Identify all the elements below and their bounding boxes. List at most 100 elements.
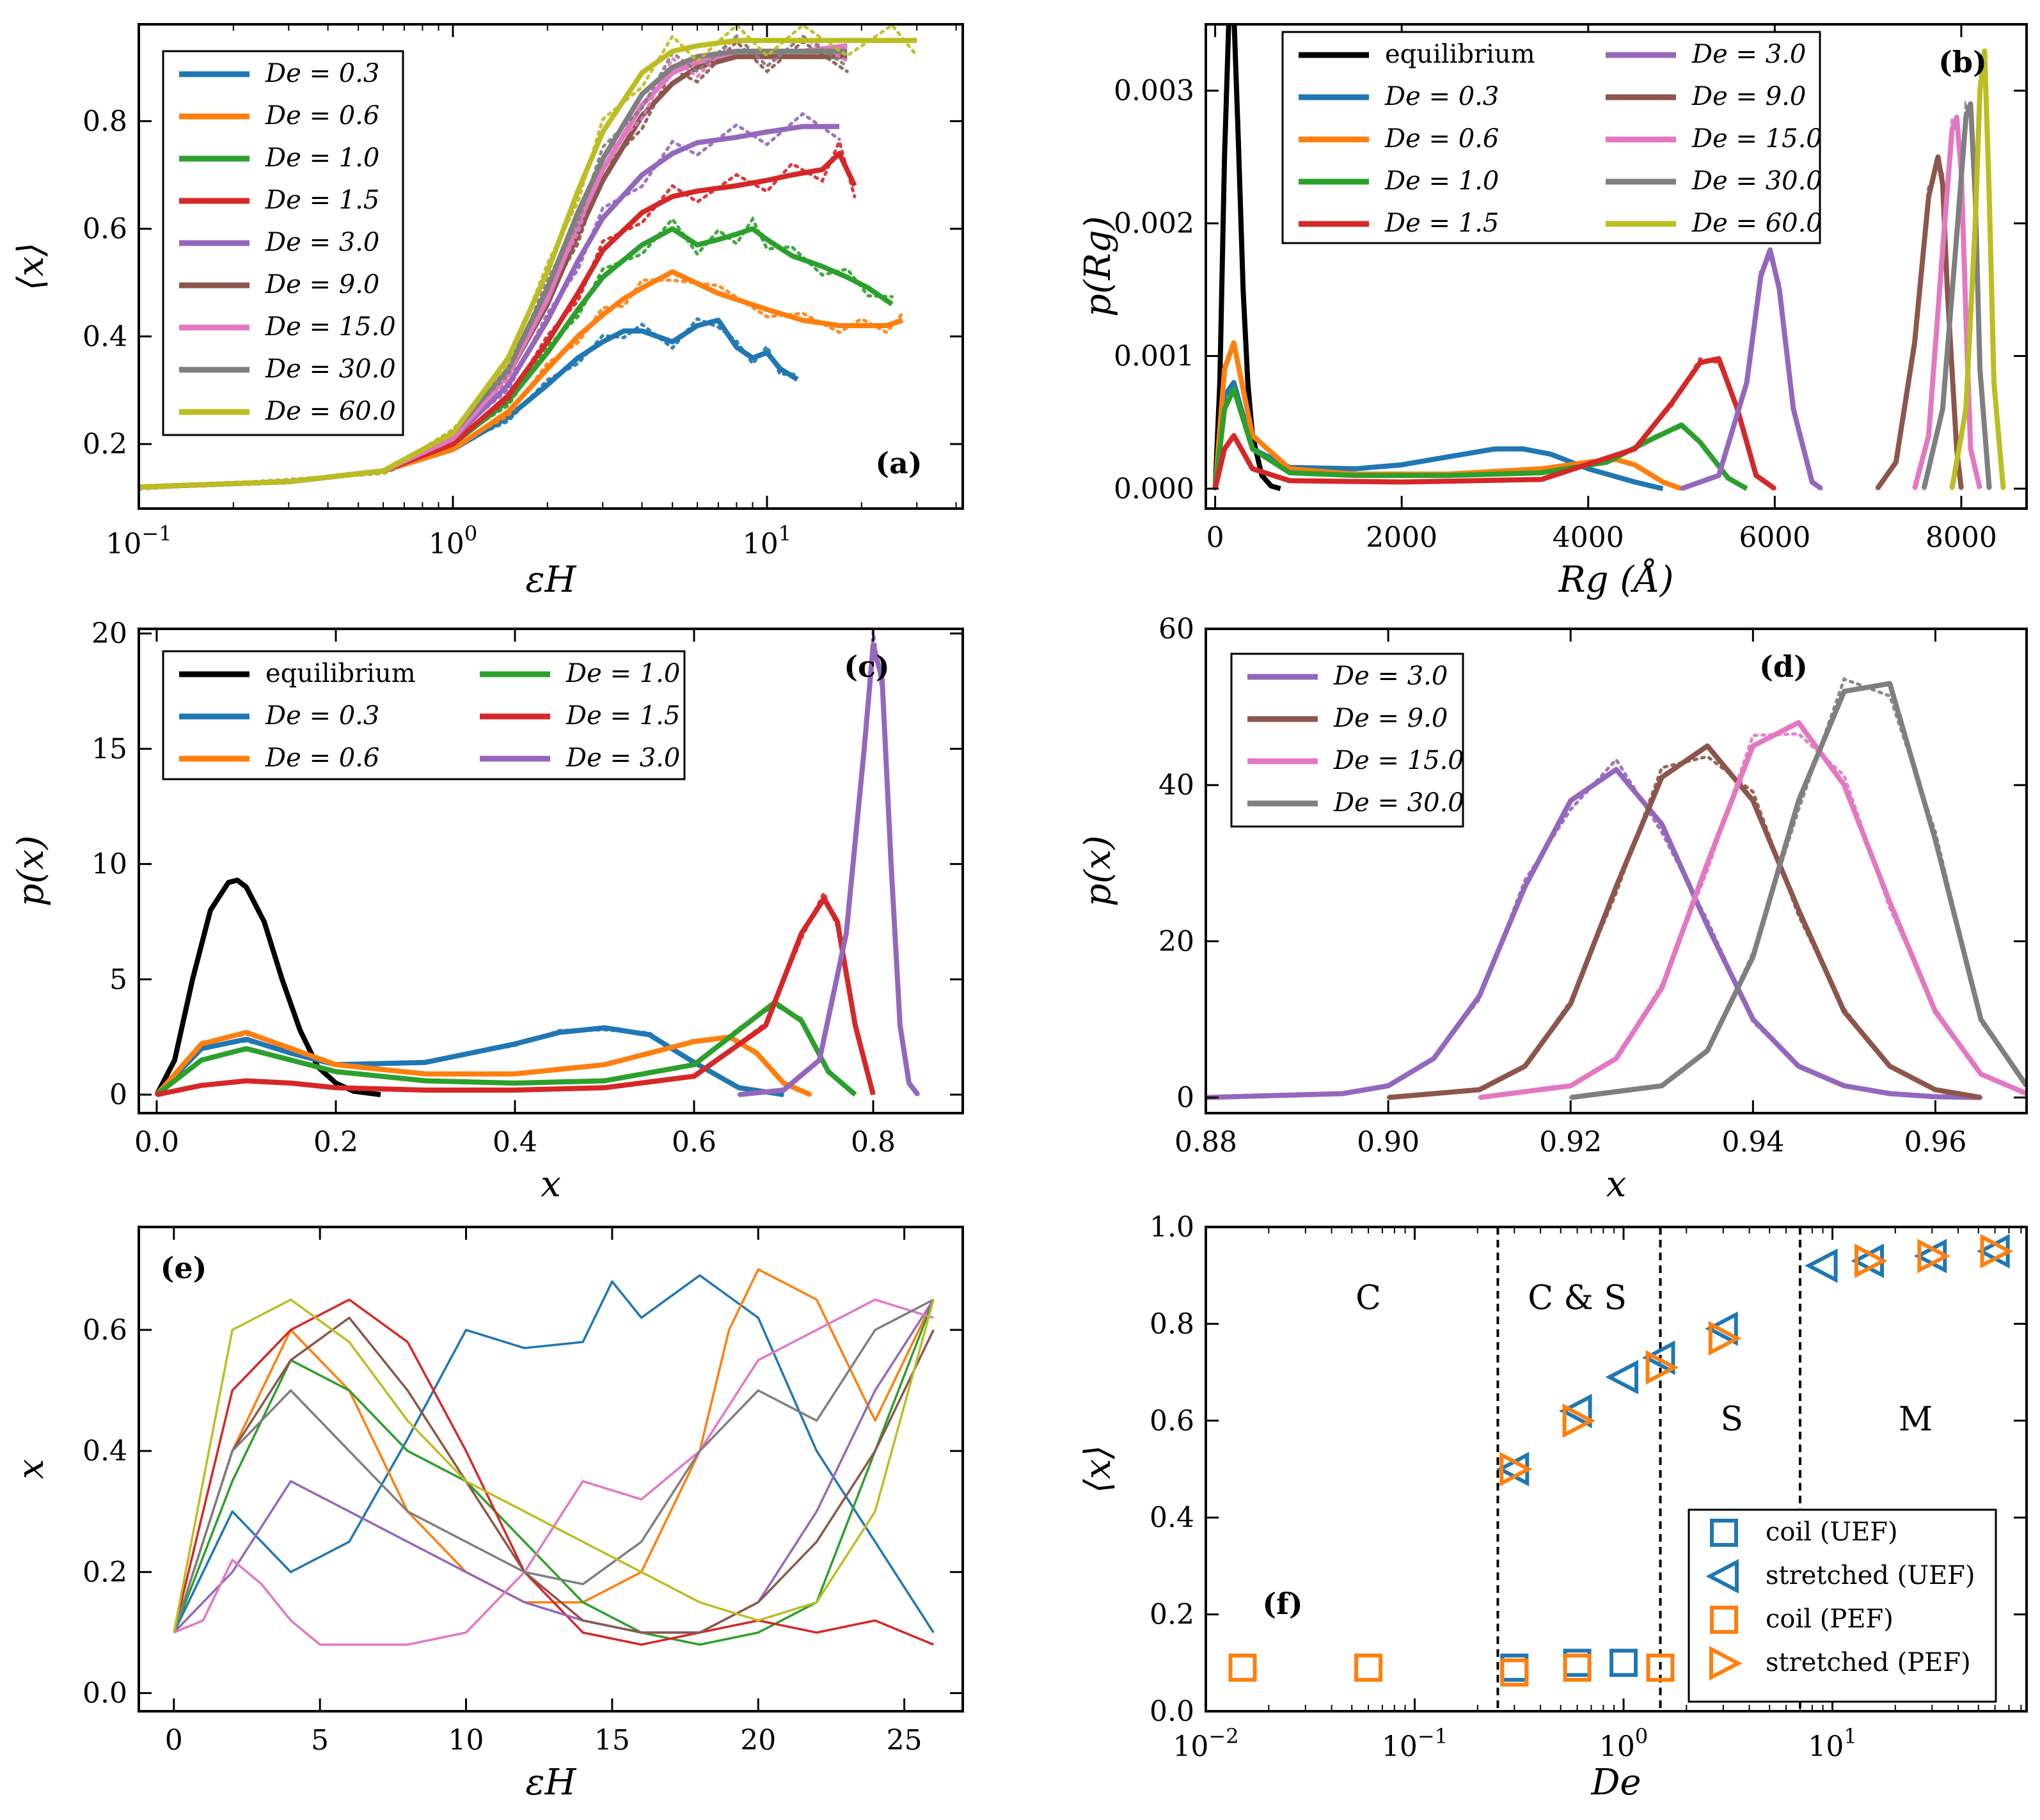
legend-marker (1710, 1606, 1738, 1634)
y-tick-label: 0.0 (83, 1677, 127, 1710)
marker-stretched-uef (1559, 1393, 1592, 1428)
panel-label: (c) (844, 649, 890, 684)
legend-item: De = 9.0 (179, 270, 379, 299)
region-label: C (1356, 1279, 1381, 1318)
series-de-3.0 (738, 642, 921, 1098)
legend-label: De = 1.5 (1384, 209, 1499, 238)
y-tick-label: 15 (91, 732, 127, 765)
y-axis-label: p(x) (10, 835, 52, 906)
x-axis-label: x (541, 1164, 561, 1205)
panel-label: (f) (1262, 1587, 1302, 1621)
legend-item: De = 1.0 (179, 143, 379, 173)
plot-area-d (1206, 677, 2027, 1100)
y-tick-label: 0.6 (83, 1314, 127, 1347)
legend-box (1230, 653, 1464, 828)
legend-label: coil (PEF) (1766, 1604, 1894, 1634)
plot-area-e (173, 1268, 935, 1646)
legend-item: De = 30.0 (1247, 788, 1464, 818)
panel-label: (a) (875, 446, 922, 480)
legend: De = 0.3 De = 0.6 De = 1.0 De = 1.5 De = 3.0… (162, 50, 404, 436)
legend: De = 3.0 De = 9.0 De = 15.0 De = 30.0 (1230, 653, 1464, 828)
series-traj-7 (173, 1298, 934, 1646)
legend: coil (UEF) stretched (UEF) coil (PEF) stret… (1688, 1508, 1997, 1703)
marker-stretched-pef (1708, 1321, 1742, 1356)
legend-item: De = 9.0 (1606, 82, 1806, 111)
marker-stretched-pef (1645, 1350, 1679, 1385)
y-tick-label: 0.4 (1150, 1501, 1194, 1534)
marker-stretched-uef (1605, 1359, 1639, 1395)
legend-item: coil (UEF) (1710, 1517, 1898, 1547)
region-label: S (1721, 1400, 1744, 1439)
x-tick-label: 10 (448, 1724, 484, 1757)
y-tick-label: 0.6 (1150, 1405, 1194, 1437)
y-tick-label: 10 (91, 848, 127, 881)
x-tick-label: 10−1 (106, 521, 171, 560)
panel-c: 0.0 0.2 0.4 0.6 0.8 0 5 10 15 20 x p(x) (c) equilibri… (10, 617, 964, 1205)
marker-coil-pef- (1646, 1653, 1675, 1682)
legend-label: De = 3.0 (265, 228, 379, 257)
plot-area-a (139, 24, 919, 491)
panel-b: 0 2000 4000 6000 8000 0.000 0.001 0.002 0.003 Rg … (1077, 23, 2028, 601)
plot-area-c (154, 631, 921, 1098)
legend-label: De = 0.6 (265, 743, 379, 773)
legend-item: stretched (PEF) (1709, 1646, 1971, 1681)
legend-item: De = 3.0 (1606, 40, 1806, 69)
series-de-30.0 (1921, 101, 1992, 489)
legend-label: equilibrium (1385, 40, 1535, 69)
y-tick-label: 0.8 (1150, 1308, 1194, 1340)
panel-label: (d) (1759, 649, 1808, 684)
legend-item: De = 0.6 (1299, 124, 1499, 154)
series-equilibrium (154, 877, 381, 1098)
legend-label: equilibrium (265, 659, 416, 688)
series-de-1.0 (1212, 386, 1748, 491)
marker-stretched-pef (1499, 1452, 1533, 1487)
y-tick-label: 0.2 (1150, 1599, 1194, 1631)
legend-item: De = 1.5 (480, 701, 680, 731)
x-tick-label: 0.92 (1539, 1126, 1602, 1159)
x-tick-label: 0.8 (851, 1126, 896, 1159)
y-tick-label: 0.2 (83, 1556, 127, 1588)
legend-item: De = 60.0 (1606, 209, 1823, 238)
series-equilibrium (1212, 24, 1281, 491)
x-tick-label: 6000 (1739, 521, 1810, 554)
y-tick-label: 0 (109, 1079, 127, 1111)
legend-item: coil (PEF) (1710, 1604, 1894, 1634)
marker-coil-pef- (1500, 1658, 1529, 1687)
series-de-3.0 (1206, 766, 1981, 1100)
x-axis-label: εH (526, 559, 577, 601)
plot-area-b (1212, 24, 2006, 491)
y-tick-label: 1.0 (1150, 1211, 1194, 1244)
panel-label: (e) (161, 1251, 207, 1285)
legend: equilibrium De = 0.3 De = 0.6 De = 1.0 De = … (162, 650, 686, 780)
x-tick-label: 0 (165, 1724, 183, 1757)
legend-label: De = 3.0 (1691, 40, 1806, 69)
legend-label: De = 9.0 (265, 270, 379, 299)
series-de-9.0 (1875, 154, 1964, 491)
marker-stretched-pef (1980, 1233, 2014, 1269)
series-de-60.0 (1949, 48, 2006, 489)
legend-item: De = 1.0 (480, 659, 680, 688)
marker-coil-pef- (1228, 1653, 1257, 1682)
series-de-30.0 (1570, 681, 2027, 1100)
marker-stretched-uef (1705, 1311, 1738, 1346)
series-de-1.0 (155, 1000, 857, 1097)
plot-area-f (1228, 1227, 2014, 1711)
axes-frame (138, 1226, 964, 1713)
x-tick-label: 0.0 (134, 1126, 179, 1159)
series-traj-9 (173, 1298, 935, 1633)
series-de-3.0 (1680, 247, 1823, 491)
series-traj-1 (173, 1274, 935, 1633)
y-tick-label: 0.8 (83, 105, 127, 138)
x-axis-label: Rg (Å) (1558, 558, 1674, 601)
x-tick-label: 0.6 (672, 1126, 716, 1159)
series-dotted-de-15.0 (1478, 732, 2027, 1100)
series-dotted-de-30.0 (1569, 677, 2027, 1100)
legend-label: De = 3.0 (1333, 661, 1448, 691)
axes-frame (1205, 628, 2028, 1114)
legend-item: equilibrium (1299, 40, 1535, 69)
x-tick-label: 15 (594, 1724, 630, 1757)
legend-label: De = 1.0 (265, 143, 379, 173)
legend-item: De = 1.5 (1299, 209, 1499, 238)
x-tick-label: 20 (740, 1724, 776, 1757)
